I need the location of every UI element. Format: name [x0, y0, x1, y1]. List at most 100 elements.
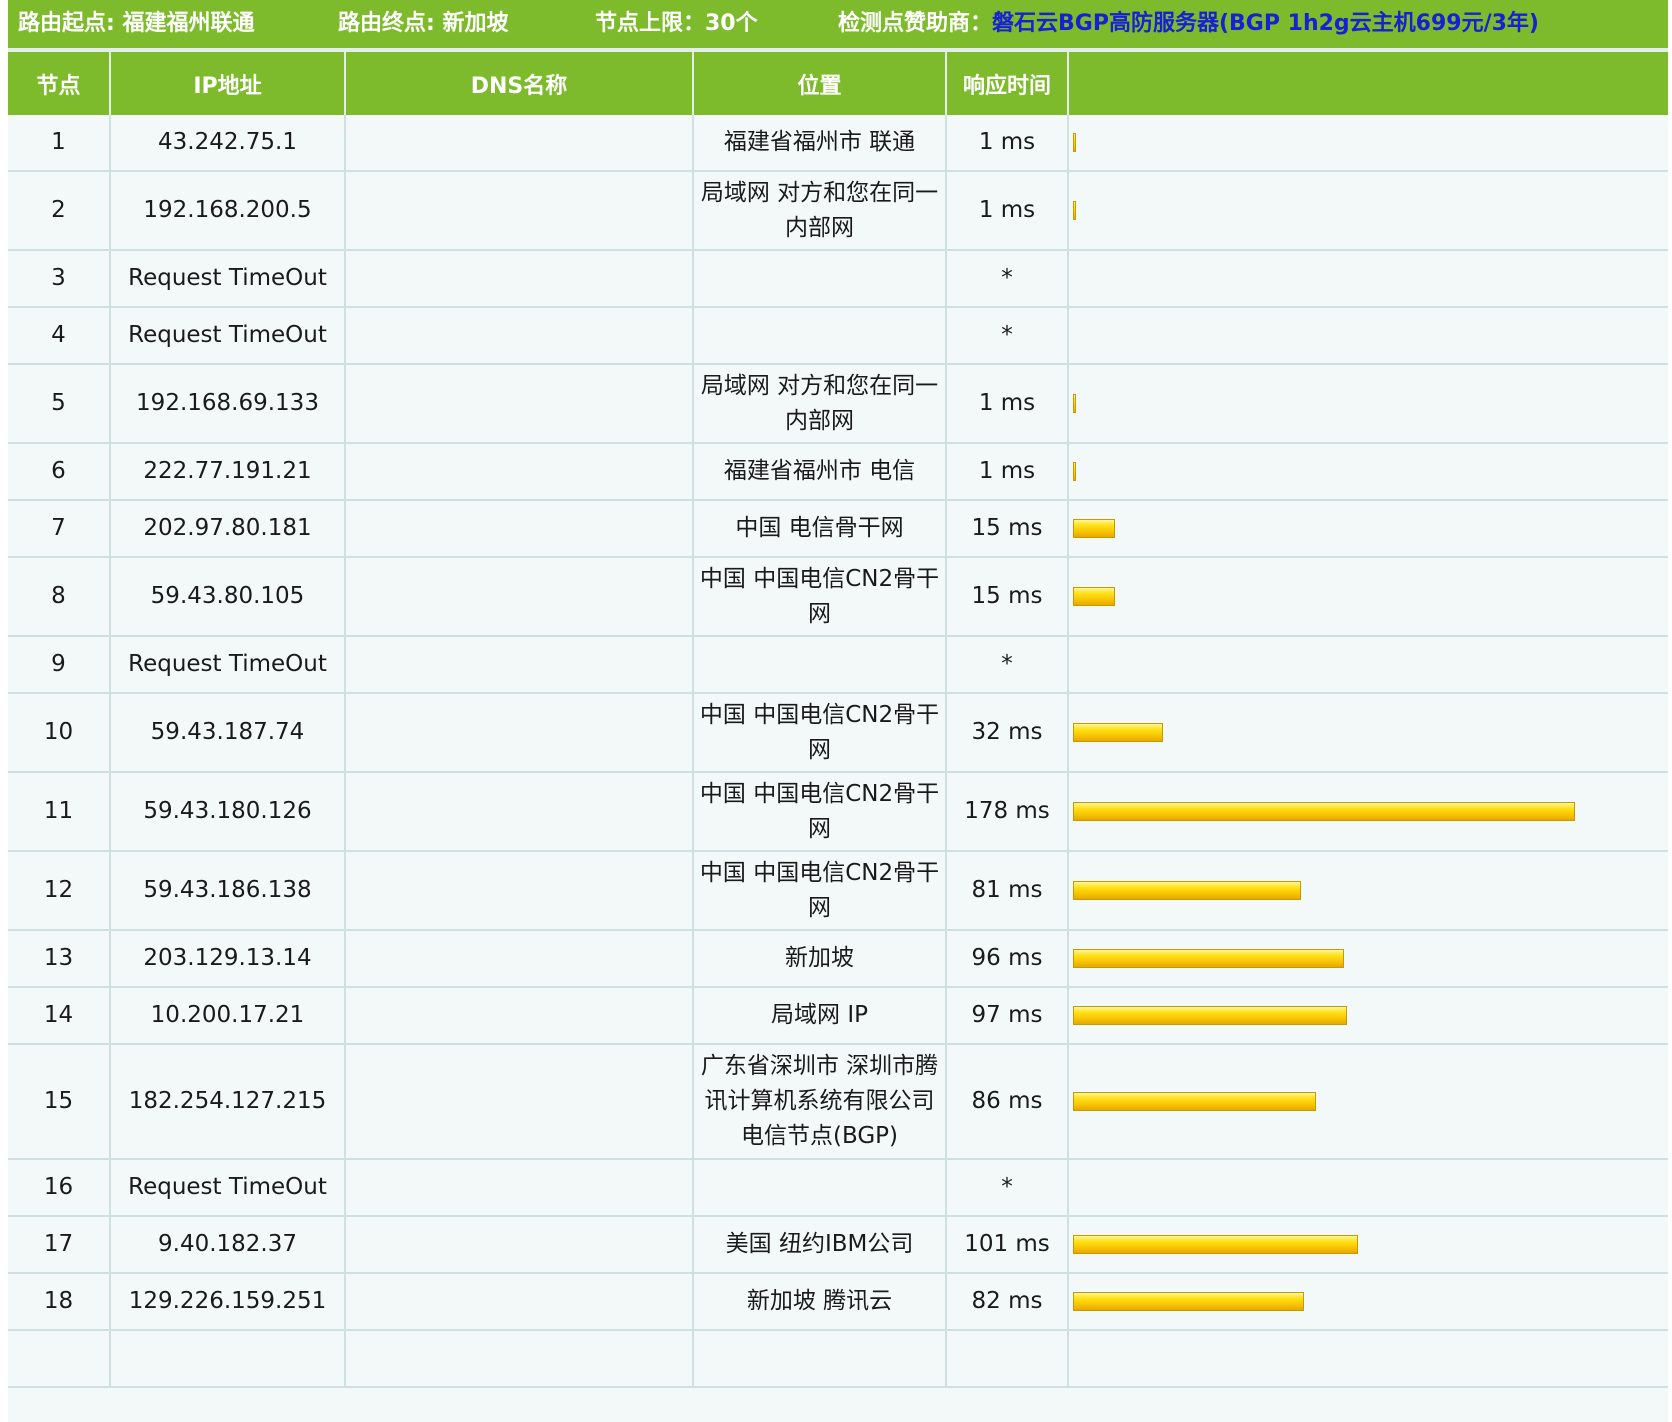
ip-cell: 192.168.200.5 — [110, 171, 346, 251]
latency-bar — [1073, 462, 1076, 481]
node-cell: 4 — [8, 307, 111, 365]
footer-cell — [1068, 1330, 1668, 1388]
ip-cell: 222.77.191.21 — [110, 443, 346, 501]
response-time-cell: 32 ms — [946, 693, 1069, 773]
header-divider — [8, 48, 1668, 52]
table-row: 1 43.242.75.1 福建省福州市 联通 1 ms — [8, 115, 1668, 172]
location-cell: 局域网 对方和您在同一内部网 — [693, 171, 947, 251]
response-time-cell: * — [946, 636, 1069, 694]
latency-graph-cell — [1068, 1216, 1668, 1274]
table-row: 5 192.168.69.133 局域网 对方和您在同一内部网 1 ms — [8, 364, 1668, 444]
dns-cell — [345, 1044, 694, 1160]
dns-cell — [345, 557, 694, 637]
dns-cell — [345, 636, 694, 694]
footer-cell — [693, 1330, 947, 1388]
latency-graph-cell — [1068, 171, 1668, 251]
table-row: 11 59.43.180.126 中国 中国电信CN2骨干网 178 ms — [8, 772, 1668, 852]
node-cell: 17 — [8, 1216, 111, 1274]
location-cell — [693, 1159, 947, 1217]
location-cell: 中国 中国电信CN2骨干网 — [693, 772, 947, 852]
col-header-ip: IP地址 — [110, 52, 346, 115]
node-limit: 节点上限：30个 — [595, 11, 758, 36]
latency-graph-cell — [1068, 1159, 1668, 1217]
response-time-cell: 15 ms — [946, 557, 1069, 637]
col-header-location: 位置 — [693, 52, 947, 115]
latency-graph-cell — [1068, 250, 1668, 308]
node-cell: 5 — [8, 364, 111, 444]
latency-bar — [1073, 587, 1115, 606]
ip-cell: 202.97.80.181 — [110, 500, 346, 558]
latency-bar — [1073, 949, 1344, 968]
response-time-cell: 101 ms — [946, 1216, 1069, 1274]
response-time-cell: 1 ms — [946, 364, 1069, 444]
ip-cell: 59.43.186.138 — [110, 851, 346, 931]
response-time-cell: 1 ms — [946, 443, 1069, 501]
location-cell: 中国 中国电信CN2骨干网 — [693, 851, 947, 931]
node-cell: 7 — [8, 500, 111, 558]
response-time-cell: 96 ms — [946, 930, 1069, 988]
dns-cell — [345, 851, 694, 931]
table-row: 6 222.77.191.21 福建省福州市 电信 1 ms — [8, 443, 1668, 501]
latency-graph-cell — [1068, 851, 1668, 931]
dns-cell — [345, 1159, 694, 1217]
latency-bar — [1073, 1092, 1316, 1111]
table-row: 15 182.254.127.215 广东省深圳市 深圳市腾讯计算机系统有限公司电信… — [8, 1044, 1668, 1160]
dns-cell — [345, 1216, 694, 1274]
response-time-cell: 82 ms — [946, 1273, 1069, 1331]
node-cell: 14 — [8, 987, 111, 1045]
ip-cell: Request TimeOut — [110, 307, 346, 365]
ip-cell: 10.200.17.21 — [110, 987, 346, 1045]
footer-cell — [345, 1330, 694, 1388]
node-cell: 11 — [8, 772, 111, 852]
latency-bar — [1073, 802, 1575, 821]
ip-cell: 129.226.159.251 — [110, 1273, 346, 1331]
table-row: 8 59.43.80.105 中国 中国电信CN2骨干网 15 ms — [8, 557, 1668, 637]
ip-cell: Request TimeOut — [110, 1159, 346, 1217]
table-row: 16 Request TimeOut * — [8, 1159, 1668, 1217]
table-header-row: 节点 IP地址 DNS名称 位置 响应时间 — [8, 52, 1668, 115]
latency-graph-cell — [1068, 987, 1668, 1045]
route-start: 路由起点: 福建福州联通 — [18, 11, 255, 36]
col-header-dns: DNS名称 — [345, 52, 694, 115]
latency-graph-cell — [1068, 500, 1668, 558]
latency-bar — [1073, 519, 1115, 538]
node-cell: 1 — [8, 115, 111, 172]
dns-cell — [345, 693, 694, 773]
dns-cell — [345, 930, 694, 988]
location-cell — [693, 307, 947, 365]
sponsor-info: 检测点赞助商：磐石云BGP高防服务器(BGP 1h2g云主机699元/3年) — [838, 0, 1539, 48]
traceroute-table: 节点 IP地址 DNS名称 位置 响应时间 1 43.242.75.1 福建省福州市… — [8, 52, 1668, 1388]
dns-cell — [345, 115, 694, 172]
response-time-cell: 81 ms — [946, 851, 1069, 931]
table-footer-row — [8, 1330, 1668, 1388]
col-header-graph — [1068, 52, 1668, 115]
ip-cell: 59.43.180.126 — [110, 772, 346, 852]
response-time-cell: 178 ms — [946, 772, 1069, 852]
location-cell: 新加坡 腾讯云 — [693, 1273, 947, 1331]
table-row: 7 202.97.80.181 中国 电信骨干网 15 ms — [8, 500, 1668, 558]
latency-bar — [1073, 201, 1076, 220]
table-row: 17 9.40.182.37 美国 纽约IBM公司 101 ms — [8, 1216, 1668, 1274]
latency-graph-cell — [1068, 307, 1668, 365]
latency-graph-cell — [1068, 693, 1668, 773]
node-cell: 10 — [8, 693, 111, 773]
latency-graph-cell — [1068, 636, 1668, 694]
node-cell: 18 — [8, 1273, 111, 1331]
table-row: 2 192.168.200.5 局域网 对方和您在同一内部网 1 ms — [8, 171, 1668, 251]
dns-cell — [345, 1273, 694, 1331]
location-cell: 福建省福州市 联通 — [693, 115, 947, 172]
response-time-cell: 15 ms — [946, 500, 1069, 558]
ip-cell: 203.129.13.14 — [110, 930, 346, 988]
response-time-cell: * — [946, 250, 1069, 308]
location-cell: 福建省福州市 电信 — [693, 443, 947, 501]
latency-graph-cell — [1068, 115, 1668, 172]
dns-cell — [345, 987, 694, 1045]
ip-cell: 59.43.187.74 — [110, 693, 346, 773]
dns-cell — [345, 772, 694, 852]
latency-bar — [1073, 1006, 1347, 1025]
location-cell — [693, 250, 947, 308]
sponsor-link[interactable]: 磐石云BGP高防服务器(BGP 1h2g云主机699元/3年) — [992, 11, 1539, 36]
node-cell: 16 — [8, 1159, 111, 1217]
dns-cell — [345, 307, 694, 365]
footer-cell — [110, 1330, 346, 1388]
